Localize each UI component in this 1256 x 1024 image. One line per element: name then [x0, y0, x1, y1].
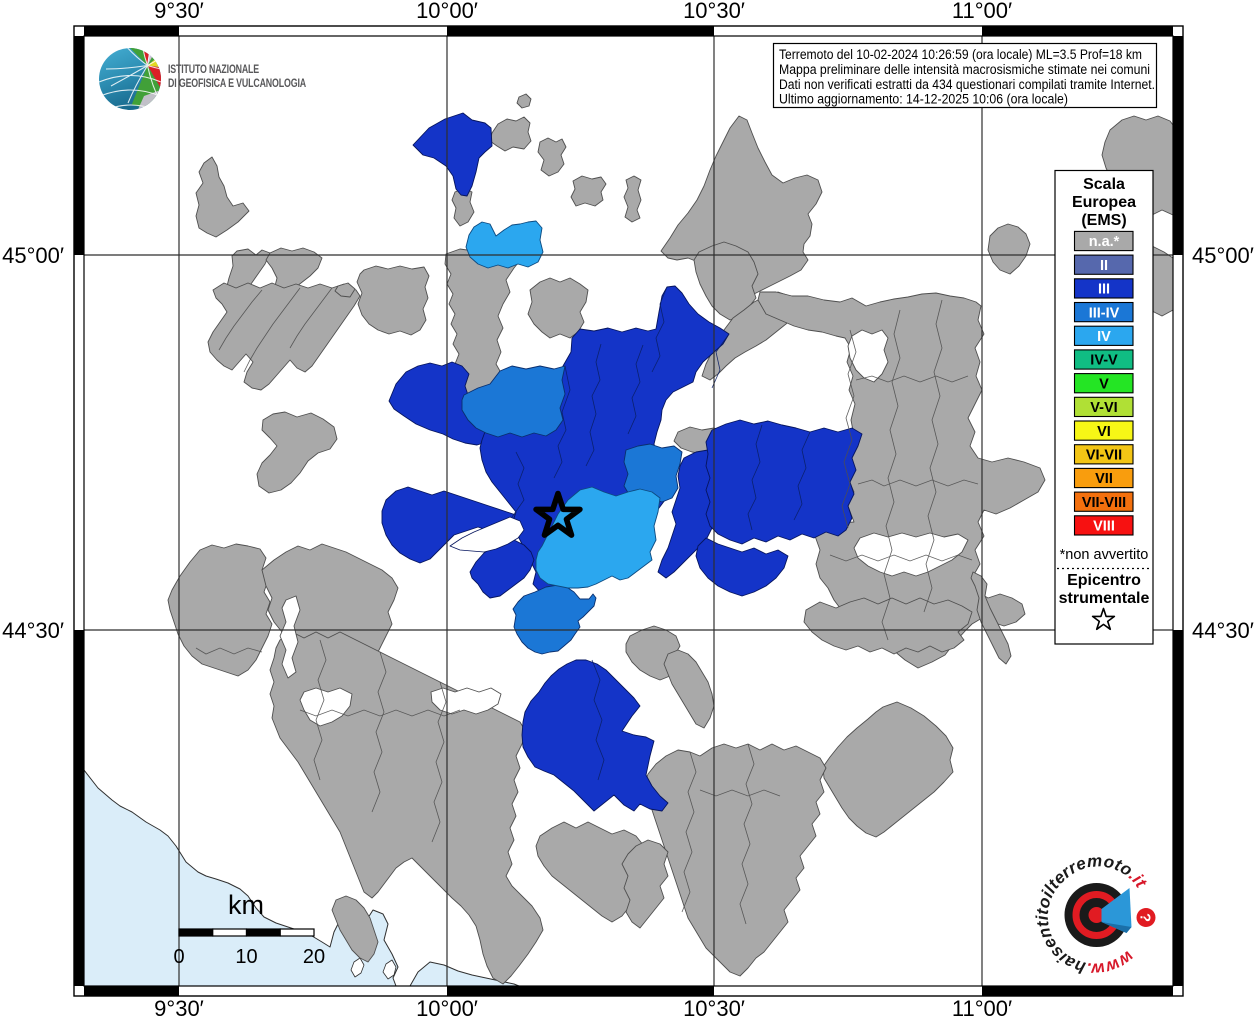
svg-text:11°00′: 11°00′ — [952, 996, 1012, 1021]
svg-text:9°30′: 9°30′ — [154, 0, 204, 23]
svg-text:III: III — [1098, 282, 1110, 298]
svg-text:IV-V: IV-V — [1090, 353, 1118, 369]
svg-text:45°00′: 45°00′ — [2, 243, 64, 268]
svg-text:Dati non verificati estratti d: Dati non verificati estratti da 434 ques… — [779, 77, 1155, 92]
svg-text:45°00′: 45°00′ — [1192, 243, 1254, 268]
svg-text:11°00′: 11°00′ — [952, 0, 1012, 23]
svg-text:ISTITUTO NAZIONALE: ISTITUTO NAZIONALE — [168, 64, 259, 76]
svg-text:20: 20 — [303, 946, 325, 968]
svg-text:strumentale: strumentale — [1059, 590, 1150, 607]
svg-text:44°30′: 44°30′ — [1192, 618, 1254, 643]
svg-text:III-IV: III-IV — [1089, 305, 1120, 321]
svg-text:Terremoto del 10-02-2024 10:26: Terremoto del 10-02-2024 10:26:59 (ora l… — [779, 47, 1142, 62]
svg-text:VII-VIII: VII-VIII — [1082, 495, 1126, 511]
svg-text:VIII: VIII — [1093, 519, 1115, 535]
svg-text:Ultimo aggiornamento: 14-12-20: Ultimo aggiornamento: 14-12-2025 10:06 (… — [779, 92, 1068, 107]
svg-text:Epicentro: Epicentro — [1067, 572, 1141, 589]
svg-text:VI-VII: VI-VII — [1086, 448, 1122, 464]
svg-text:VII: VII — [1095, 471, 1113, 487]
svg-text:DI GEOFISICA E VULCANOLOGIA: DI GEOFISICA E VULCANOLOGIA — [168, 78, 306, 90]
svg-text:n.a.*: n.a.* — [1089, 234, 1120, 250]
svg-text:Mappa preliminare delle intens: Mappa preliminare delle intensità macros… — [779, 62, 1150, 77]
svg-text:10°00′: 10°00′ — [416, 996, 478, 1021]
svg-text:V: V — [1099, 376, 1109, 392]
svg-text:10: 10 — [235, 946, 257, 968]
svg-text:44°30′: 44°30′ — [2, 618, 64, 643]
svg-text:10°00′: 10°00′ — [416, 0, 478, 23]
svg-text:Europea: Europea — [1072, 194, 1136, 211]
svg-text:?: ? — [1137, 913, 1153, 922]
svg-text:Scala: Scala — [1083, 176, 1125, 193]
svg-text:9°30′: 9°30′ — [154, 996, 204, 1021]
svg-text:IV: IV — [1097, 329, 1111, 345]
svg-text:(EMS): (EMS) — [1081, 212, 1126, 229]
svg-text:*non avvertito: *non avvertito — [1060, 547, 1149, 563]
svg-text:VI: VI — [1097, 424, 1111, 440]
svg-text:10°30′: 10°30′ — [683, 996, 745, 1021]
svg-text:II: II — [1100, 258, 1108, 274]
svg-text:km: km — [228, 890, 264, 920]
svg-text:V-VI: V-VI — [1090, 400, 1117, 416]
svg-text:10°30′: 10°30′ — [683, 0, 745, 23]
svg-text:0: 0 — [173, 946, 184, 968]
